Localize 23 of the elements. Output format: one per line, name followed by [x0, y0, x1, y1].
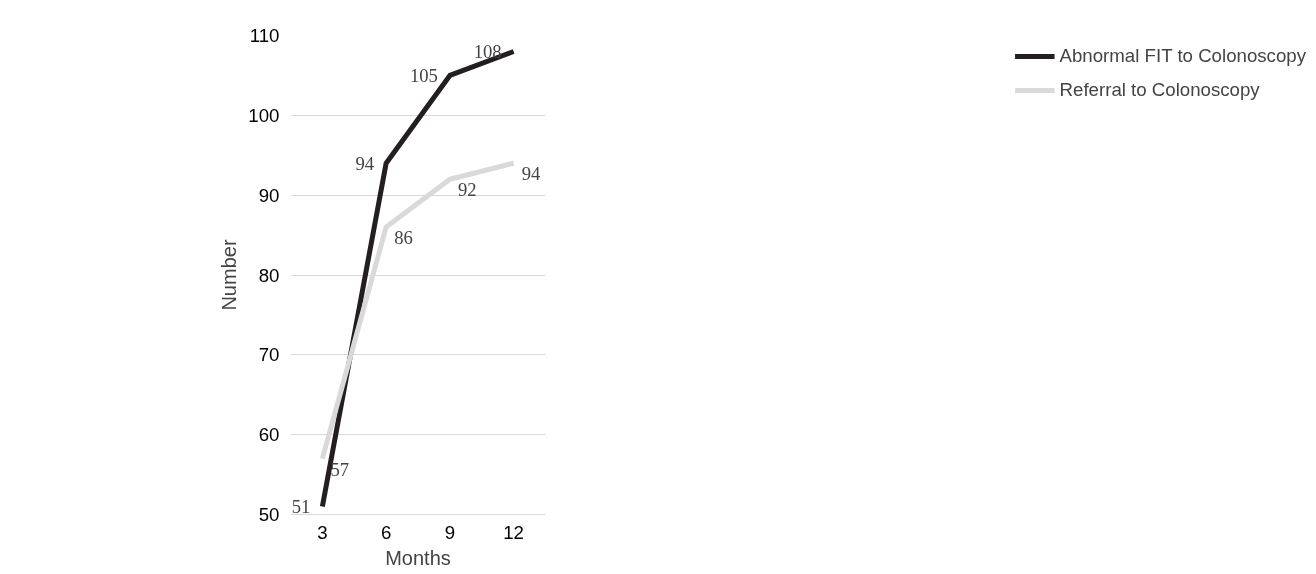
data-label: 92	[457, 179, 477, 201]
y-tick-label: 80	[258, 264, 280, 286]
x-axis-title: Months	[385, 546, 451, 569]
y-tick-label: 60	[258, 424, 280, 446]
x-tick-label: 3	[317, 521, 328, 543]
legend-label: Abnormal FIT to Colonoscopy	[1059, 45, 1306, 67]
y-axis-title: Number	[218, 239, 241, 311]
y-tick-label: 50	[258, 504, 280, 525]
data-label: 51	[291, 496, 311, 518]
y-tick-label: 100	[248, 104, 280, 126]
x-tick-label: 9	[444, 521, 456, 543]
data-label: 57	[330, 458, 350, 480]
data-label: 105	[409, 64, 438, 86]
y-tick-label: 110	[249, 25, 280, 46]
x-tick-label: 12	[503, 521, 525, 543]
data-label: 94	[355, 152, 375, 174]
y-tick-label: 70	[258, 344, 280, 366]
data-label: 86	[394, 227, 413, 249]
data-label: 108	[473, 40, 502, 62]
legend-label: Referral to Colonoscopy	[1059, 79, 1260, 101]
x-tick-label: 6	[380, 521, 392, 543]
data-label: 94	[521, 163, 541, 185]
y-tick-label: 90	[258, 184, 280, 206]
